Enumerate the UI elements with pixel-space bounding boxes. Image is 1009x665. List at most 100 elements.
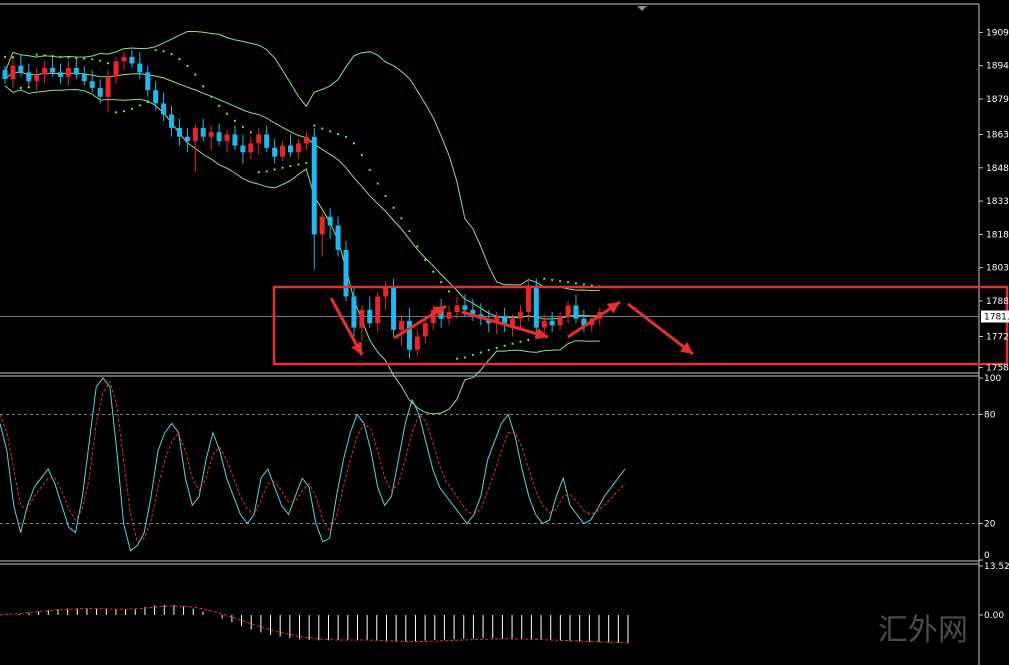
- candle-body: [367, 309, 373, 324]
- candle-body: [470, 309, 476, 315]
- candle-body: [422, 323, 428, 337]
- stoch-tick-label: 0: [984, 551, 990, 561]
- sar-dot: [122, 110, 126, 113]
- candle-body: [335, 225, 341, 250]
- bollinger-upper: [4, 31, 600, 292]
- sar-dot: [178, 58, 181, 61]
- sar-dot: [519, 340, 522, 343]
- candle-body: [573, 305, 579, 319]
- sar-dot: [463, 356, 467, 359]
- sar-dot: [210, 95, 213, 98]
- price-tick-label: 1879.: [986, 95, 1009, 105]
- sar-dot: [106, 62, 110, 65]
- arrow-up-2-head: [606, 302, 620, 314]
- candle-body: [176, 127, 182, 137]
- price-tick-label: 1803.: [986, 264, 1009, 274]
- sar-dot: [170, 53, 173, 56]
- sar-dot: [19, 86, 22, 90]
- sar-dot: [233, 119, 237, 122]
- stoch-tick-label: 80: [984, 410, 996, 420]
- candle-body: [557, 316, 563, 326]
- sar-dot: [154, 49, 157, 52]
- sar-dot: [83, 57, 86, 60]
- sar-dot: [194, 73, 197, 76]
- sar-dot: [3, 55, 7, 58]
- sar-dot: [257, 171, 260, 174]
- candle-body: [153, 90, 159, 104]
- stochastic-panel[interactable]: [0, 377, 979, 552]
- candle-body: [454, 305, 460, 313]
- candle-body: [391, 287, 397, 330]
- sar-dot: [432, 270, 435, 273]
- sar-dot: [503, 344, 506, 347]
- sar-dot: [114, 111, 118, 114]
- price-tick-label: 1818.: [986, 230, 1009, 240]
- candle-body: [510, 318, 516, 326]
- sar-dot: [305, 161, 308, 165]
- candle-body: [295, 143, 301, 153]
- candle-body: [438, 309, 444, 319]
- candle-body: [50, 67, 56, 73]
- sar-dot: [281, 166, 284, 169]
- candle-body: [240, 145, 246, 153]
- sar-dot: [479, 351, 482, 354]
- sar-dot: [487, 349, 490, 352]
- sar-dot: [566, 281, 570, 284]
- candle-body: [399, 320, 404, 330]
- sar-dot: [273, 168, 276, 171]
- candle-body: [462, 305, 468, 310]
- candle-body: [105, 76, 111, 97]
- sar-dot: [543, 277, 546, 280]
- sar-dot: [249, 131, 252, 134]
- sar-dot: [321, 127, 324, 130]
- sar-dot: [582, 283, 585, 286]
- stochastic-main-line: [0, 377, 626, 552]
- candle-body: [129, 56, 135, 64]
- sar-dot: [559, 279, 562, 283]
- bollinger-middle: [4, 71, 600, 320]
- candle-body: [42, 67, 48, 75]
- candle-body: [359, 309, 365, 328]
- sar-dot: [352, 142, 356, 145]
- sar-dot: [43, 54, 46, 57]
- candle-body: [18, 65, 24, 73]
- price-axis[interactable]: 1909. 1894. 1879. 1863. 1848. 1833. 1818. 1803.…: [979, 28, 1009, 621]
- candle-body: [184, 136, 190, 142]
- watermark: 汇外网: [878, 613, 968, 648]
- shift-marker-icon: [637, 6, 647, 11]
- candle-body: [343, 249, 349, 297]
- sar-dot: [447, 290, 451, 293]
- candle-body: [224, 134, 230, 142]
- price-tick-label: 1863.: [986, 131, 1009, 141]
- arrow-down-3: [627, 302, 694, 356]
- sar-dot: [527, 338, 530, 341]
- candle-body: [502, 316, 508, 326]
- price-tick-label: 1909.: [986, 28, 1009, 38]
- sar-dot: [376, 182, 379, 185]
- candle-body: [200, 127, 206, 137]
- candle-body: [414, 336, 420, 350]
- candle-body: [161, 103, 167, 115]
- candle-body: [541, 320, 547, 328]
- candle-body: [58, 72, 64, 77]
- sar-dot: [146, 100, 149, 104]
- candle-body: [311, 136, 317, 235]
- candle-body: [121, 56, 127, 62]
- sar-dot: [91, 58, 94, 61]
- sar-dot: [27, 86, 30, 89]
- candle-body: [565, 305, 571, 317]
- price-tick-label: 1772: [986, 332, 1009, 342]
- stoch-tick-label: 20: [984, 520, 996, 530]
- sar-dot: [416, 245, 419, 248]
- candle-body: [264, 134, 270, 148]
- candle-body: [375, 296, 381, 324]
- candle-body: [525, 285, 531, 313]
- sar-dot: [368, 168, 371, 171]
- histogram-panel[interactable]: [0, 604, 629, 644]
- sar-dot: [218, 104, 221, 107]
- current-price-badge: [981, 310, 1009, 323]
- sar-dot: [344, 135, 348, 138]
- candle-body: [287, 145, 293, 153]
- price-panel[interactable]: [0, 31, 979, 415]
